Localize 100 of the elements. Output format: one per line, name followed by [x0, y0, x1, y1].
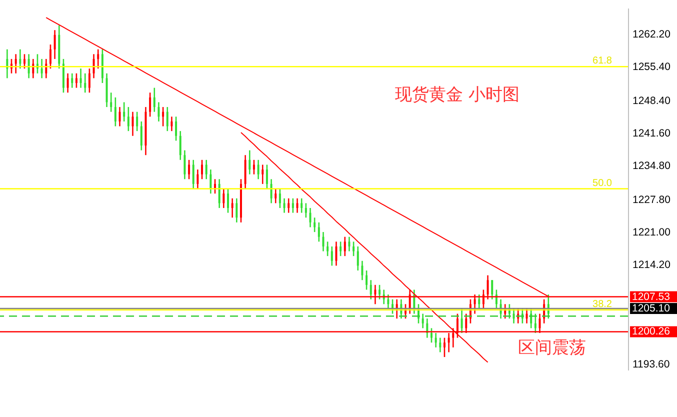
candlestick	[158, 102, 160, 122]
candlestick	[28, 54, 30, 79]
candlestick	[84, 72, 86, 94]
candlestick	[66, 72, 69, 94]
candlestick	[188, 159, 190, 180]
candlestick	[248, 150, 251, 175]
candlestick	[322, 231, 324, 252]
candlestick	[460, 308, 463, 334]
candlestick	[132, 111, 134, 137]
candlestick	[97, 48, 100, 70]
candlestick	[192, 159, 194, 190]
candlestick	[422, 313, 424, 329]
candlestick	[262, 164, 264, 185]
candlestick	[439, 337, 442, 353]
candlestick	[361, 260, 364, 281]
candlestick	[283, 198, 286, 214]
candlestick	[278, 188, 281, 209]
annotation: 现货黄金 小时图	[395, 85, 520, 105]
ref-line-label: 1207.53	[632, 290, 670, 303]
candlestick	[114, 96, 116, 127]
candlestick	[222, 188, 225, 209]
candlestick	[226, 188, 229, 214]
candlestick	[296, 198, 298, 214]
candlestick	[270, 178, 272, 204]
candlestick	[366, 270, 368, 290]
annotation: 61.8	[592, 56, 612, 67]
candlestick	[127, 106, 130, 132]
y-tick-label: 1227.80	[632, 194, 671, 206]
candlestick	[348, 236, 350, 252]
annotation: 38.2	[592, 298, 612, 310]
candlestick	[71, 72, 74, 88]
candlestick	[19, 48, 22, 70]
candlestick	[387, 294, 390, 310]
candlestick	[266, 164, 268, 190]
ref-line-label: 1205.10	[632, 302, 670, 314]
candlestick	[434, 332, 437, 348]
candlestick	[166, 106, 168, 132]
candlestick	[318, 222, 320, 242]
candlestick	[110, 92, 112, 112]
candlestick	[326, 240, 329, 257]
candlestick	[205, 159, 208, 180]
candlestick	[257, 159, 260, 180]
candlestick	[210, 168, 212, 194]
candlestick	[430, 328, 432, 344]
y-tick-label: 1255.40	[632, 61, 671, 74]
candlestick	[304, 202, 307, 218]
candlestick	[184, 150, 186, 180]
candlestick	[330, 246, 333, 266]
candlestick	[201, 159, 204, 180]
y-tick-label: 1193.60	[632, 358, 670, 370]
candlestick	[123, 102, 126, 122]
candlestick	[88, 68, 90, 94]
candlestick	[314, 216, 316, 233]
candlestick	[170, 116, 173, 132]
candlestick	[288, 198, 290, 214]
candlestick	[340, 240, 342, 257]
candlestick	[526, 308, 528, 324]
candlestick	[478, 294, 480, 310]
candlestick	[491, 279, 494, 300]
ref-line-label: 1200.26	[632, 326, 670, 338]
candlestick	[136, 111, 138, 132]
candlestick	[179, 130, 182, 161]
candlestick	[23, 54, 26, 70]
candlestick	[162, 106, 164, 127]
y-tick-label: 1241.60	[632, 127, 671, 140]
candlestick	[356, 246, 359, 272]
candlestick	[236, 198, 238, 224]
candlestick	[443, 337, 446, 358]
candlestick	[534, 313, 536, 334]
annotation: 区间震荡	[518, 338, 586, 358]
y-tick-label: 1262.20	[632, 28, 671, 40]
candlestick	[292, 198, 294, 214]
y-tick-label: 1214.20	[632, 259, 671, 272]
y-tick-label: 1248.40	[632, 94, 671, 107]
candlestick	[335, 240, 338, 266]
candlestick	[40, 58, 43, 79]
annotation: 50.0	[592, 178, 612, 189]
candlestick	[149, 92, 152, 118]
candlestick	[14, 54, 17, 74]
candlestick	[370, 279, 372, 300]
candlestick	[175, 116, 178, 142]
candlestick	[309, 207, 312, 228]
candlestick	[352, 240, 355, 257]
candlestick	[54, 29, 56, 60]
candlestick	[231, 198, 234, 218]
y-tick-label: 1234.80	[632, 160, 671, 172]
candlestick	[92, 54, 95, 79]
candlestick	[196, 168, 199, 190]
candlestick	[252, 159, 255, 175]
candlestick	[75, 72, 78, 88]
candlestick	[49, 44, 52, 70]
candlestick	[153, 87, 156, 112]
candlestick	[300, 198, 303, 214]
candlestick	[140, 120, 142, 151]
candlestick	[274, 188, 277, 204]
candlestick	[118, 106, 121, 127]
candlestick	[378, 284, 381, 300]
candlestick	[80, 68, 82, 88]
candlestick	[218, 178, 220, 209]
candlestick	[344, 236, 346, 257]
